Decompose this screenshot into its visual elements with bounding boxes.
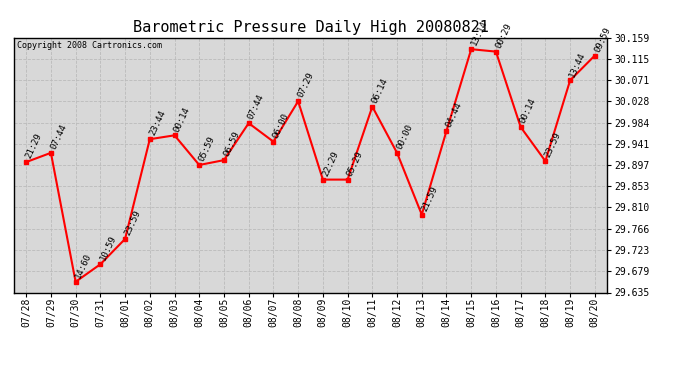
Text: 04:44: 04:44: [444, 101, 464, 129]
Text: 23:59: 23:59: [123, 209, 142, 237]
Text: 06:00: 06:00: [271, 111, 290, 140]
Text: 06:59: 06:59: [221, 130, 242, 158]
Text: 07:44: 07:44: [246, 93, 266, 121]
Text: 00:14: 00:14: [518, 97, 538, 125]
Text: 00:29: 00:29: [494, 21, 513, 50]
Text: Copyright 2008 Cartronics.com: Copyright 2008 Cartronics.com: [17, 41, 161, 50]
Text: 21:59: 21:59: [420, 184, 439, 213]
Text: 22:29: 22:29: [321, 150, 340, 178]
Text: 00:14: 00:14: [172, 105, 192, 134]
Text: 23:59: 23:59: [543, 131, 563, 159]
Text: 00:00: 00:00: [395, 123, 415, 151]
Text: 05:29: 05:29: [346, 150, 365, 178]
Text: 13:44: 13:44: [568, 50, 587, 78]
Text: 05:59: 05:59: [197, 135, 217, 163]
Text: 07:44: 07:44: [49, 123, 68, 151]
Text: 13:14: 13:14: [469, 19, 489, 47]
Text: 06:14: 06:14: [370, 76, 390, 105]
Text: 09:59: 09:59: [593, 26, 612, 54]
Text: 21:29: 21:29: [24, 132, 43, 160]
Text: 10:59: 10:59: [98, 234, 118, 262]
Title: Barometric Pressure Daily High 20080821: Barometric Pressure Daily High 20080821: [132, 20, 489, 35]
Text: 14:60: 14:60: [73, 252, 93, 280]
Text: 23:44: 23:44: [148, 109, 167, 137]
Text: 07:29: 07:29: [296, 71, 315, 99]
